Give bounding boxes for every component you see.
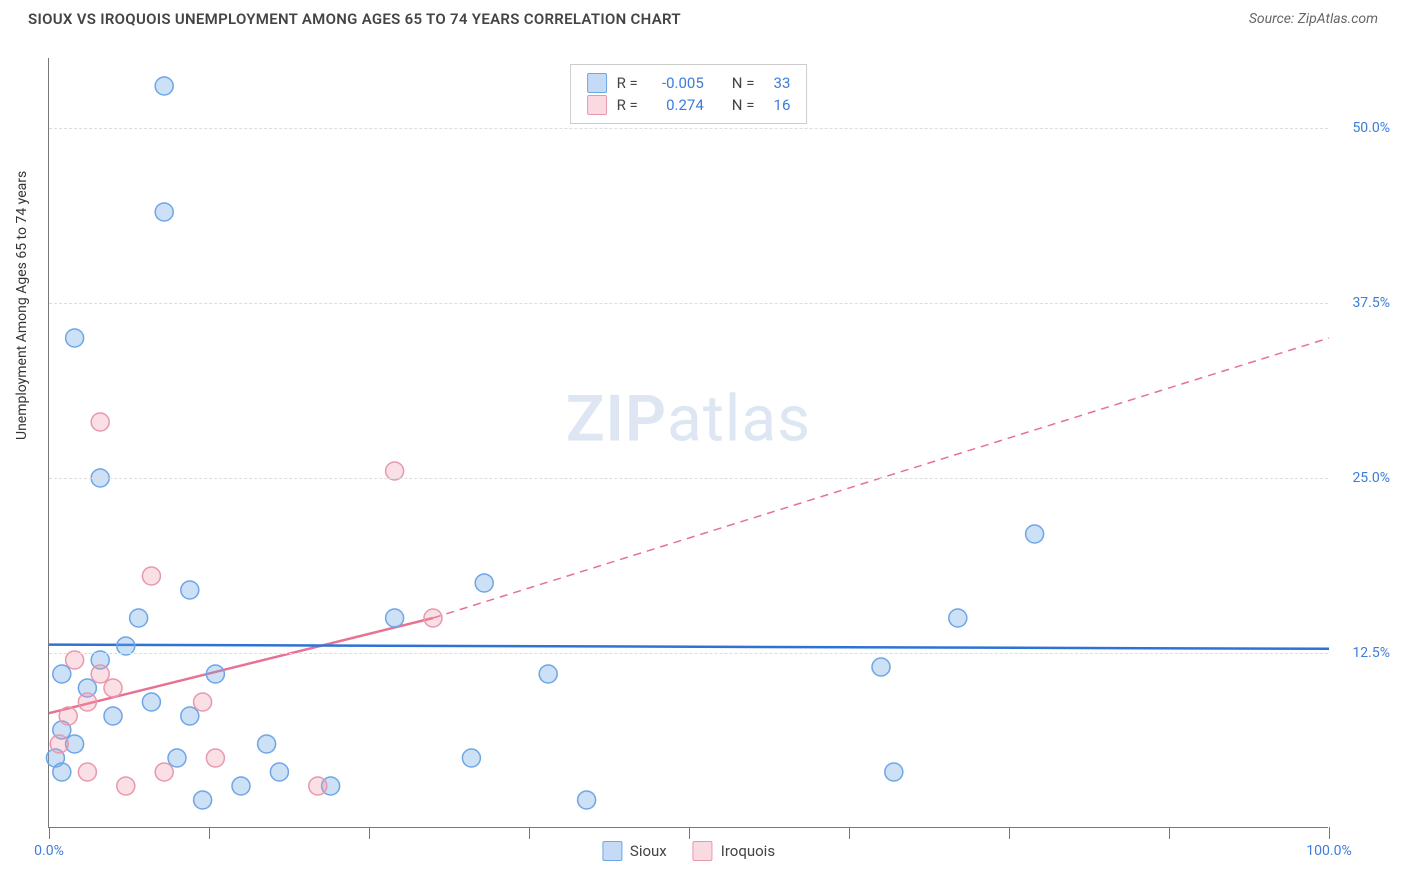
- chart-plot-area: ZIPatlas R = -0.005 N = 33 R = 0.274 N =…: [48, 58, 1328, 828]
- x-tick: [849, 827, 850, 839]
- grid-line: [49, 128, 1328, 129]
- chart-header: SIOUX VS IROQUOIS UNEMPLOYMENT AMONG AGE…: [0, 0, 1406, 32]
- x-tick: [1169, 827, 1170, 839]
- source-label: Source: ZipAtlas.com: [1249, 11, 1378, 27]
- x-tick: [689, 827, 690, 839]
- scatter-svg: [49, 58, 1328, 827]
- chart-title: SIOUX VS IROQUOIS UNEMPLOYMENT AMONG AGE…: [28, 10, 681, 28]
- x-tick: [529, 827, 530, 839]
- x-tick: [1329, 827, 1330, 839]
- x-tick: [369, 827, 370, 839]
- grid-line: [49, 478, 1328, 479]
- swatch-blue-icon: [602, 841, 622, 861]
- grid-line: [49, 653, 1328, 654]
- x-tick-label: 0.0%: [34, 843, 64, 859]
- y-tick-label: 37.5%: [1352, 295, 1390, 311]
- y-tick-label: 12.5%: [1352, 645, 1390, 661]
- x-tick: [49, 827, 50, 839]
- x-tick: [209, 827, 210, 839]
- x-tick-label: 100.0%: [1306, 843, 1351, 859]
- grid-line: [49, 303, 1328, 304]
- legend-item-sioux: Sioux: [602, 841, 667, 861]
- swatch-pink-icon: [693, 841, 713, 861]
- y-axis-label: Unemployment Among Ages 65 to 74 years: [14, 171, 30, 440]
- legend-item-iroquois: Iroquois: [693, 841, 775, 861]
- y-tick-label: 25.0%: [1352, 470, 1390, 486]
- chart-legend: Sioux Iroquois: [602, 841, 775, 861]
- y-tick-label: 50.0%: [1352, 120, 1390, 136]
- x-tick: [1009, 827, 1010, 839]
